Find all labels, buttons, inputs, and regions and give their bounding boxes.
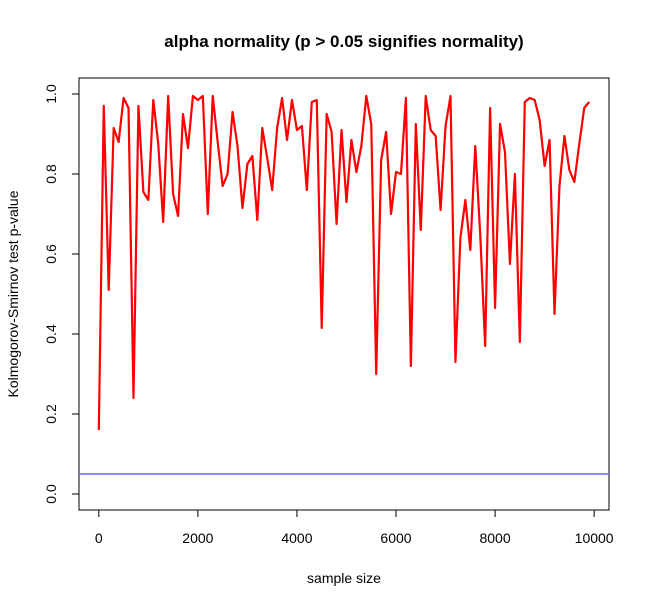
y-tick-label: 0.6	[43, 244, 59, 264]
chart-title: alpha normality (p > 0.05 signifies norm…	[164, 32, 523, 51]
y-tick-label: 0.2	[43, 404, 59, 424]
y-axis: 0.0 0.2 0.4 0.6 0.8 1.0	[43, 84, 80, 504]
x-tick-label: 10000	[575, 530, 614, 546]
y-tick-label: 1.0	[43, 84, 59, 104]
x-tick-label: 2000	[182, 530, 213, 546]
y-tick-label: 0.4	[43, 324, 59, 344]
series-layer	[79, 94, 609, 475]
y-tick-label: 0.0	[43, 484, 59, 504]
x-tick-label: 4000	[281, 530, 312, 546]
x-axis: 0 2000 4000 6000 8000 10000	[95, 509, 614, 546]
x-tick-label: 0	[95, 530, 103, 546]
y-axis-label: Kolmogorov-Smirnov test p-value	[5, 190, 21, 397]
y-tick-label: 0.8	[43, 164, 59, 184]
x-tick-label: 8000	[479, 530, 510, 546]
x-tick-label: 6000	[380, 530, 411, 546]
x-axis-label: sample size	[307, 570, 381, 586]
series-line-pvalue	[97, 94, 591, 431]
